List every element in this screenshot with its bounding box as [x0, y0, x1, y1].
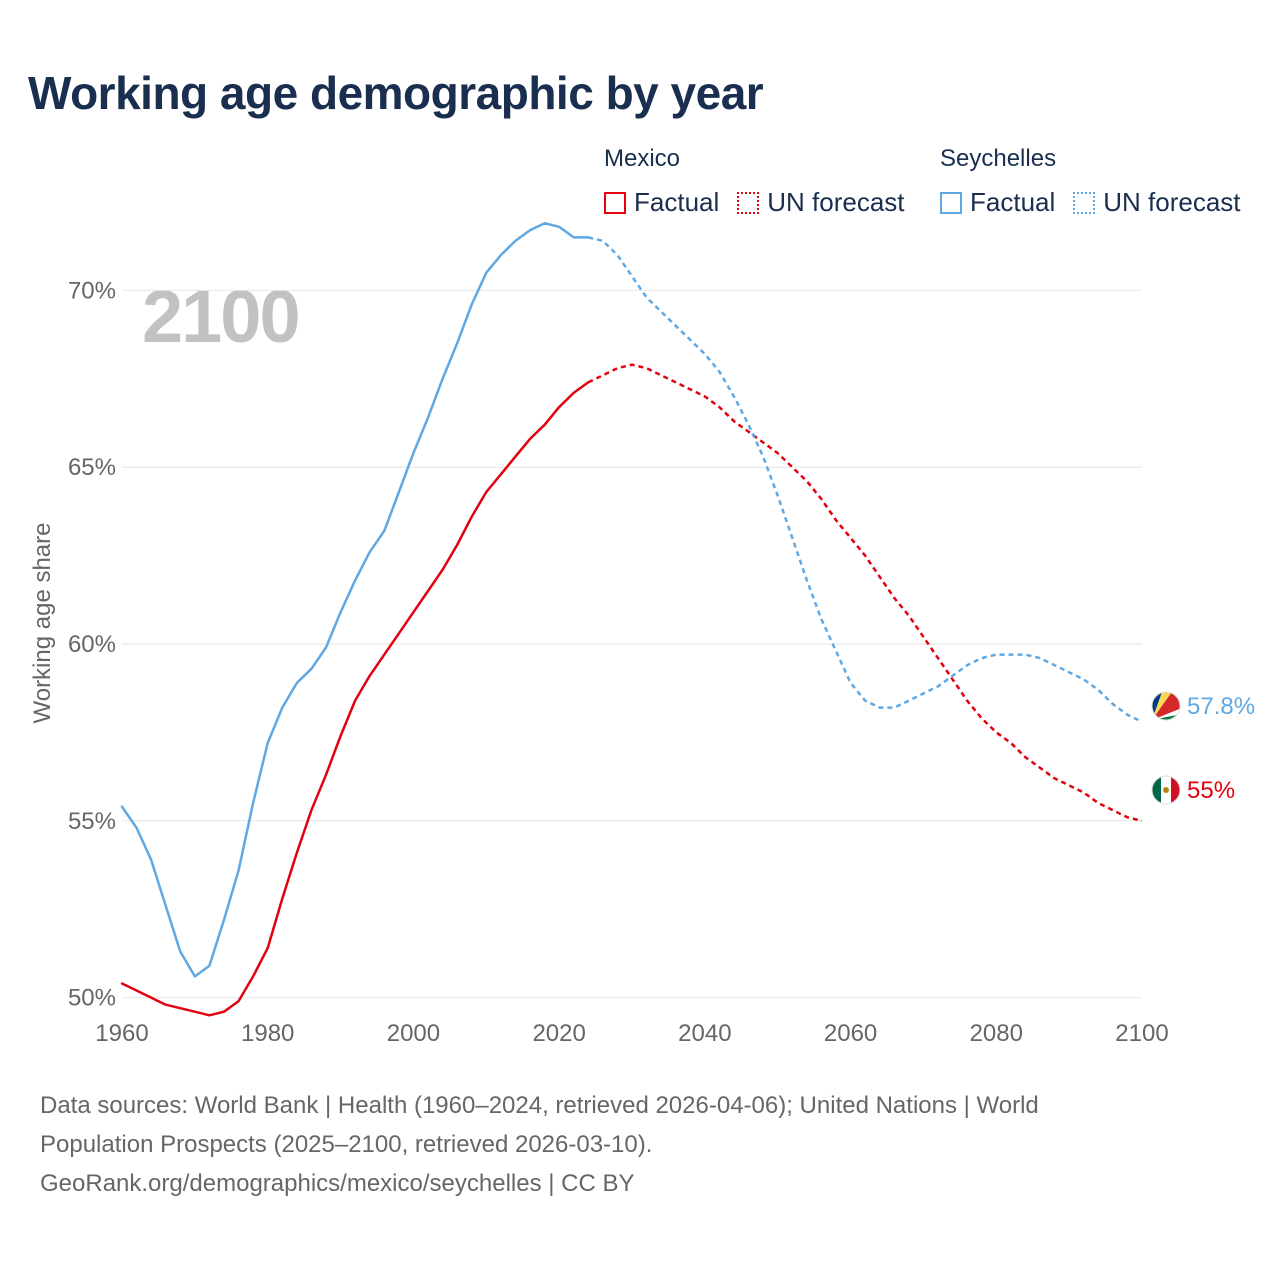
- legend-mexico-forecast[interactable]: UN forecast: [737, 187, 905, 218]
- seychelles-flag-icon: [1152, 692, 1180, 720]
- x-tick-label: 2100: [1115, 1020, 1168, 1047]
- source-line-1: Data sources: World Bank | Health (1960–…: [40, 1092, 1039, 1119]
- mexico-forecast-line[interactable]: [587, 363, 1143, 823]
- seychelles-end-label: 57.8%: [1187, 693, 1255, 720]
- legend-seychelles: Seychelles Factual UN forecast: [940, 145, 1259, 218]
- legend-mexico-factual-label: Factual: [634, 187, 720, 217]
- mexico-factual-line[interactable]: [120, 381, 590, 1017]
- mexico-end-label: 55%: [1187, 777, 1235, 804]
- y-axis-label: Working age share: [29, 523, 56, 724]
- legend-seychelles-forecast-label: UN forecast: [1103, 187, 1241, 217]
- legend-seychelles-factual[interactable]: Factual: [940, 187, 1055, 218]
- source-line-2: Population Prospects (2025–2100, retriev…: [40, 1131, 653, 1158]
- legend-seychelles-factual-label: Factual: [970, 187, 1056, 217]
- legend-mexico: Mexico Factual UN forecast: [604, 145, 923, 218]
- y-tick-label: 65%: [68, 454, 116, 481]
- legend-seychelles-name: Seychelles: [940, 145, 1057, 172]
- legend-mexico-forecast-swatch: [737, 191, 760, 214]
- legend-mexico-name: Mexico: [604, 145, 681, 172]
- chart-title: Working age demographic by year: [28, 67, 764, 119]
- mexico-flag-icon: [1152, 776, 1180, 804]
- legend-mexico-forecast-label: UN forecast: [767, 187, 905, 217]
- year-watermark: 2100: [142, 275, 299, 358]
- y-tick-label: 55%: [68, 808, 116, 835]
- legend-seychelles-forecast-swatch: [1073, 191, 1096, 214]
- x-tick-label: 2040: [678, 1020, 731, 1047]
- y-tick-label: 60%: [68, 631, 116, 658]
- legend-seychelles-factual-swatch: [940, 191, 962, 214]
- y-tick-label: 70%: [68, 277, 116, 304]
- x-tick-label: 2000: [387, 1020, 440, 1047]
- legend-mexico-factual[interactable]: Factual: [604, 187, 719, 218]
- x-tick-label: 2060: [824, 1020, 877, 1047]
- source-line-3[interactable]: GeoRank.org/demographics/mexico/seychell…: [40, 1170, 635, 1197]
- y-tick-label: 50%: [68, 985, 116, 1012]
- legend-seychelles-forecast[interactable]: UN forecast: [1073, 187, 1241, 218]
- x-tick-label: 1960: [95, 1020, 148, 1047]
- x-tick-label: 2020: [532, 1020, 585, 1047]
- seychelles-factual-line[interactable]: [120, 221, 590, 978]
- x-tick-label: 1980: [241, 1020, 294, 1047]
- x-tick-label: 2080: [970, 1020, 1023, 1047]
- legend-mexico-factual-swatch: [604, 191, 626, 214]
- seychelles-forecast-line[interactable]: [588, 236, 1143, 723]
- source-note: Data sources: World Bank | Health (1960–…: [40, 1086, 1230, 1203]
